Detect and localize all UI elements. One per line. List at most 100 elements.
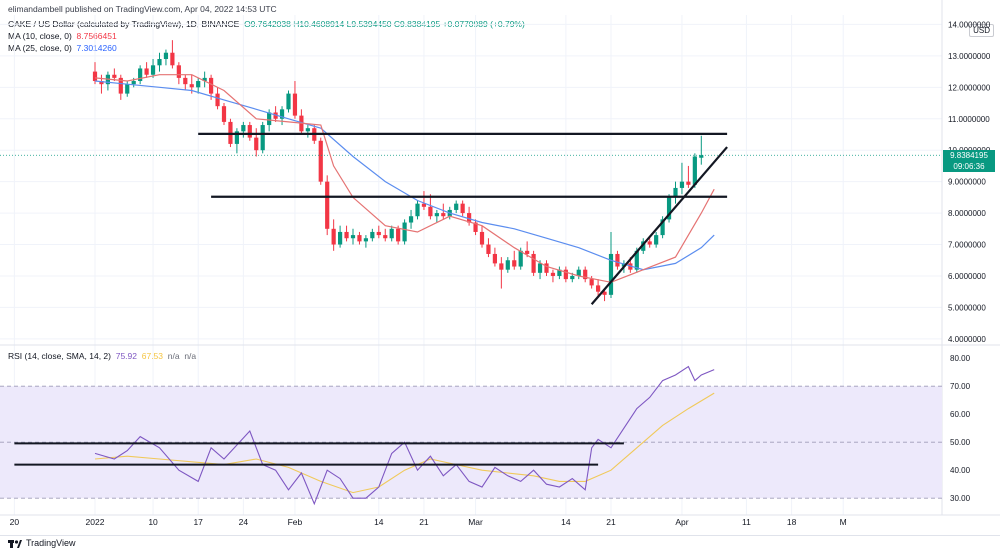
last-price-tag: 9.8384195 09:06:36 [943, 150, 995, 172]
candle-body [467, 213, 472, 223]
candle-body [241, 125, 246, 132]
candle-body [531, 253, 536, 273]
candle-body [596, 285, 601, 292]
candle-body [176, 65, 181, 78]
axes: 14.0000000 13.0000000 12.0000000 11.0000000… [10, 20, 991, 527]
candle-body [615, 253, 620, 267]
time-tick-label: 11 [742, 517, 751, 527]
last-price: 9.8384195 [950, 151, 988, 160]
candle-body [292, 93, 298, 116]
rsi-na-1: n/a [167, 351, 180, 361]
publisher-line: elimandambell published on TradingView.c… [8, 4, 277, 14]
currency-button[interactable]: USD [969, 24, 994, 37]
rsi-label: RSI (14, close, SMA, 14, 2) [8, 351, 111, 361]
rsi-legend[interactable]: RSI (14, close, SMA, 14, 2) 75.92 67.53 … [8, 351, 196, 361]
rsi-tick-label: 60.00 [950, 410, 971, 419]
price-tick-label: 9.0000000 [948, 178, 986, 187]
candle-body [363, 238, 368, 242]
candle-body [525, 250, 530, 254]
candle-body [396, 228, 401, 242]
candle-body [279, 109, 285, 119]
time-tick-label: 10 [148, 517, 158, 527]
candle-body [673, 187, 678, 198]
rsi-value: 75.92 [115, 351, 137, 361]
candle-body [518, 250, 523, 267]
price-chart[interactable]: 14.0000000 13.0000000 12.0000000 11.0000000… [0, 0, 1000, 535]
ma10-value: 8.7566451 [76, 31, 117, 41]
candle-body [112, 74, 117, 78]
tradingview-icon [8, 540, 22, 548]
rsi-tick-label: 40.00 [950, 466, 971, 475]
ma25-value: 7.3014260 [76, 43, 117, 53]
candle-body [537, 263, 543, 273]
candle-body [454, 203, 459, 210]
ma10-label: MA (10, close, 0) [8, 31, 72, 41]
ma10-legend[interactable]: MA (10, close, 0) 8.7566451 [8, 30, 525, 42]
candle-body [647, 241, 652, 245]
candle-body [260, 125, 265, 151]
candle-body [221, 106, 227, 122]
candle-body [131, 81, 136, 85]
candle-body [318, 140, 323, 182]
candle-body [234, 131, 239, 144]
tradingview-logo[interactable]: TradingView [8, 538, 76, 548]
candle-body [370, 231, 375, 239]
price-tick-label: 8.0000000 [948, 209, 986, 218]
time-tick-label: 24 [239, 517, 249, 527]
candle-body [692, 156, 697, 185]
candle-body [267, 112, 272, 126]
candle-body [144, 68, 149, 75]
ma10-line [94, 74, 715, 283]
time-tick-label: 21 [419, 517, 429, 527]
candle-body [641, 241, 646, 251]
candle-body [138, 68, 143, 82]
time-tick-label: 14 [374, 517, 384, 527]
candle-body [350, 235, 356, 239]
price-tick-label: 13.0000000 [948, 52, 991, 61]
candle-body [189, 84, 194, 88]
price-tick-label: 5.0000000 [948, 303, 986, 312]
candle-body [170, 52, 175, 66]
candle-body [209, 77, 214, 94]
rsi-background [0, 385, 942, 499]
candle-body [125, 84, 130, 94]
trend-lines[interactable] [14, 132, 728, 466]
candle-body [576, 269, 581, 276]
tradingview-brand: TradingView [26, 538, 76, 548]
candle-body [92, 71, 98, 82]
ma25-legend[interactable]: MA (25, close, 0) 7.3014260 [8, 42, 525, 54]
candle-body [686, 181, 691, 185]
candle-body [357, 235, 362, 242]
candle-body [634, 250, 639, 270]
time-tick-label: Feb [288, 517, 303, 527]
ma25-label: MA (25, close, 0) [8, 43, 72, 53]
candle-body [415, 203, 420, 217]
candle-body [479, 231, 485, 245]
rsi-na-2: n/a [184, 351, 197, 361]
candle-body [402, 222, 407, 242]
candle-body [666, 197, 672, 220]
candle-body [486, 244, 491, 254]
candle-body [654, 235, 659, 245]
bar-countdown: 09:06:36 [953, 162, 985, 171]
time-tick-label: 2022 [86, 517, 105, 527]
candle-body [196, 81, 201, 88]
candle-body [441, 213, 446, 217]
candle-body [118, 77, 123, 94]
candle-body [679, 181, 685, 188]
candle-body [544, 263, 549, 273]
candle-body [163, 52, 169, 60]
price-tick-label: 6.0000000 [948, 272, 986, 281]
rsi-tick-label: 50.00 [950, 438, 971, 447]
candle-body [492, 253, 497, 264]
candle-body [99, 81, 104, 85]
candle-body [254, 137, 259, 151]
candle-body [421, 203, 427, 207]
price-trendline [590, 146, 728, 305]
candles [92, 40, 704, 302]
price-tick-label: 11.0000000 [948, 115, 990, 124]
candle-body [434, 213, 439, 217]
time-tick-label: 14 [561, 517, 571, 527]
time-tick-label: 20 [10, 517, 20, 527]
time-tick-label: M [840, 517, 847, 527]
